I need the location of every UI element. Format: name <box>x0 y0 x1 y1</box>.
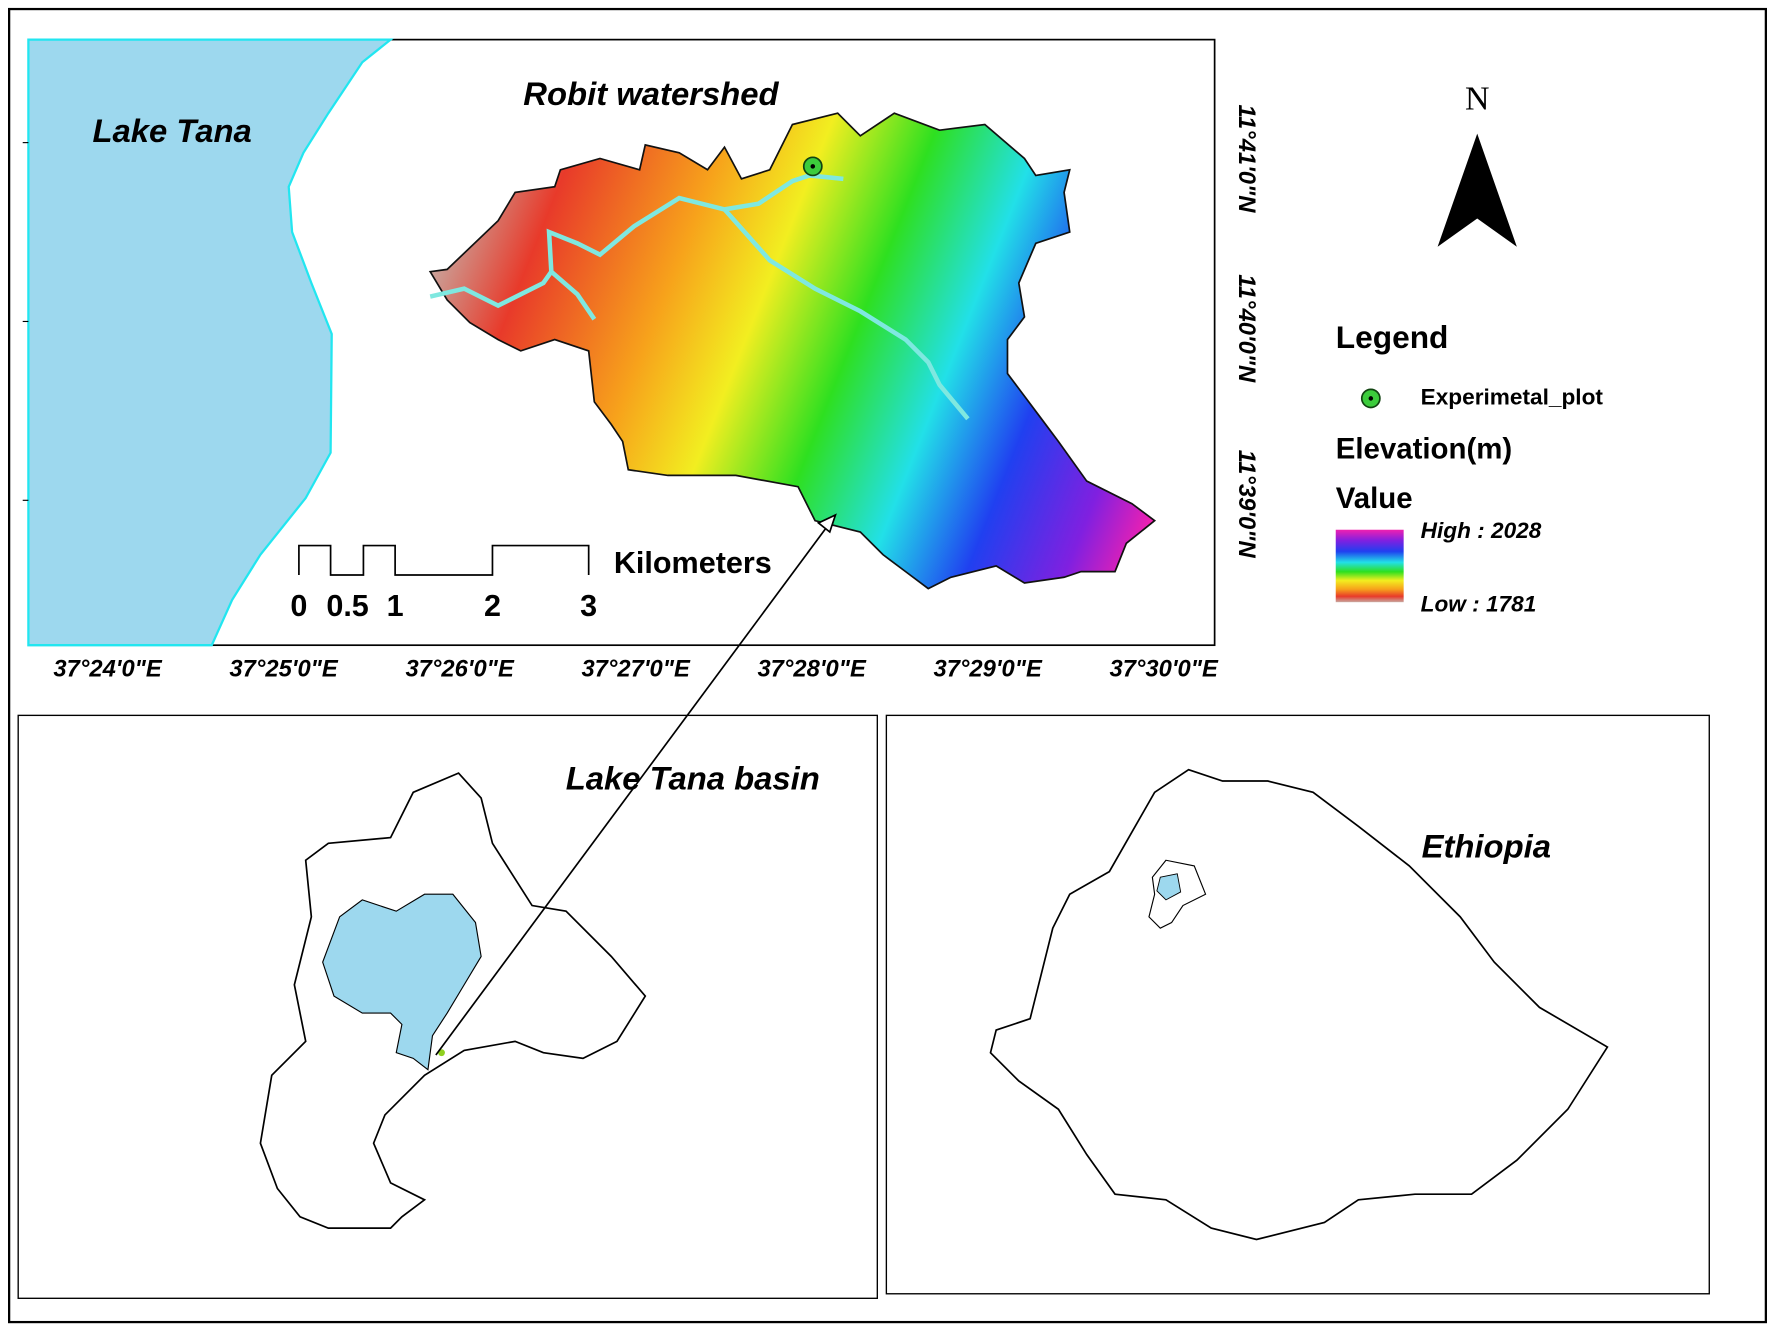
basin-frame <box>17 714 878 1299</box>
stream <box>722 207 970 421</box>
legend-point-label: Experimetal_plot <box>1421 384 1604 409</box>
legend-low: Low : 1781 <box>1421 592 1537 617</box>
longitude-label: 37°29'0"E <box>933 655 1043 682</box>
basin-outline <box>259 772 647 1229</box>
lake-label: Lake Tana <box>92 112 251 149</box>
longitude-label: 37°28'0"E <box>757 655 867 682</box>
legend-point-dot <box>1368 396 1374 401</box>
scale-unit: Kilometers <box>614 546 772 580</box>
country-outline <box>989 768 1609 1241</box>
scale-label: 3 <box>580 589 597 623</box>
longitude-label: 37°27'0"E <box>581 655 691 682</box>
connector-arrowhead <box>816 513 837 534</box>
country-frame <box>885 714 1710 1295</box>
longitude-label: 37°30'0"E <box>1109 655 1219 682</box>
country-lake <box>1156 873 1182 901</box>
latitude-label: 11°41'0"N <box>1233 105 1260 214</box>
scale-label: 2 <box>484 589 501 623</box>
scale-label: 0.5 <box>326 589 368 623</box>
legend-value-title: Value <box>1336 482 1413 515</box>
north-arrow <box>1437 133 1517 247</box>
outer-border <box>8 7 1767 1324</box>
map-title: Robit watershed <box>523 75 779 112</box>
longitude-label: 37°26'0"E <box>405 655 515 682</box>
scale-label: 0 <box>290 589 307 623</box>
lake-tana <box>27 38 394 647</box>
legend-title: Legend <box>1336 319 1449 355</box>
longitude-label: 37°25'0"E <box>229 655 339 682</box>
scale-label: 1 <box>387 589 404 623</box>
north-label: N <box>1465 81 1490 118</box>
watershed <box>428 112 1157 590</box>
basin-title: Lake Tana basin <box>566 760 820 797</box>
legend-high: High : 2028 <box>1421 518 1542 543</box>
basin-lake <box>322 893 482 1071</box>
longitude-label: 37°24'0"E <box>53 655 163 682</box>
latitude-label: 11°40'0"N <box>1233 274 1260 383</box>
connector-arrow <box>435 522 831 1056</box>
latitude-label: 11°39'0"N <box>1233 450 1260 559</box>
country-basin <box>1148 859 1207 929</box>
scale-bar <box>298 544 590 576</box>
plot-marker-dot <box>810 164 816 169</box>
stream <box>429 173 844 309</box>
legend-raster-title: Elevation(m) <box>1336 432 1512 465</box>
stream <box>549 269 597 321</box>
legend-ramp <box>1335 529 1404 603</box>
country-title: Ethiopia <box>1422 828 1551 865</box>
